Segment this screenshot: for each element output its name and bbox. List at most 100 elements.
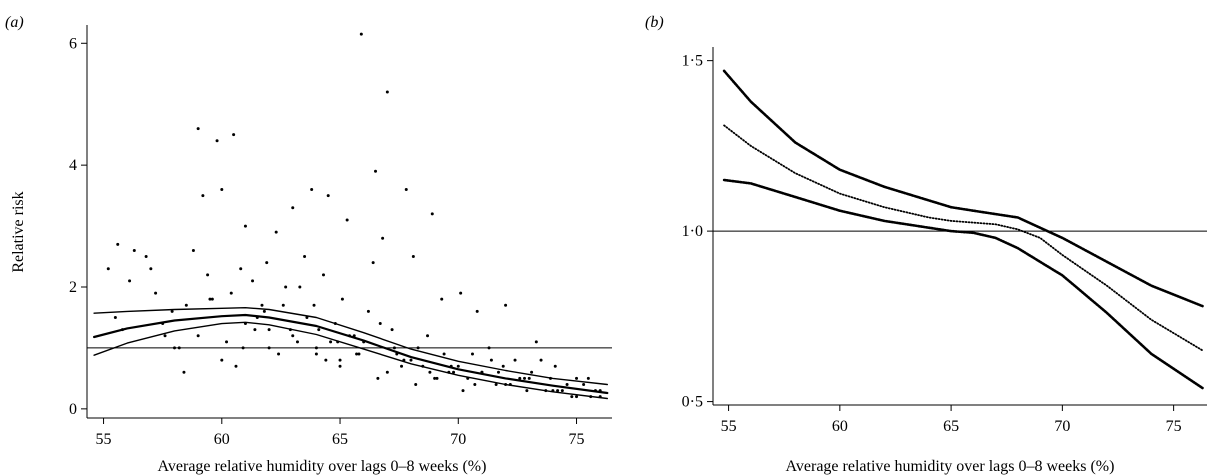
panel-a-data-point xyxy=(329,340,333,344)
panel-a-data-point xyxy=(575,395,579,399)
panel-a-data-point xyxy=(449,364,453,368)
panel-a-data-point xyxy=(324,358,328,362)
panel-a-data-point xyxy=(428,370,432,374)
panel-b-y-tick-label: 1·0 xyxy=(682,223,703,240)
panel-a-data-point xyxy=(355,352,359,356)
panel-a-data-point xyxy=(461,389,465,393)
panel-a-data-point xyxy=(395,352,399,356)
panel-b-x-tick-label: 60 xyxy=(832,418,848,435)
panel-a-data-point xyxy=(487,346,491,350)
panel-a-data-point xyxy=(508,382,512,386)
panel-a-data-point xyxy=(274,230,278,234)
panel-a-x-tick-label: 65 xyxy=(332,431,348,448)
panel-b-plot: 55 60 65 70 75 0·5 1·0 1·5 xyxy=(682,47,1207,435)
panel-a-data-point xyxy=(466,376,470,380)
panel-a-data-point xyxy=(530,370,534,374)
panel-a-series-line-2 xyxy=(92,313,609,395)
panel-a-data-point xyxy=(288,328,292,332)
panel-a-data-point xyxy=(128,279,132,283)
panel-a-data-point xyxy=(144,255,148,259)
panel-a-data-point xyxy=(435,376,439,380)
panel-a-data-point xyxy=(291,206,295,210)
panel-a-data-point xyxy=(314,346,318,350)
panel-a-x-tick-label: 75 xyxy=(569,431,585,448)
panel-a-data-point xyxy=(352,334,356,338)
panel-a-data-point xyxy=(480,370,484,374)
panel-a-data-point xyxy=(312,303,316,307)
panel-a-data-point xyxy=(177,346,181,350)
panel-a-data-point xyxy=(116,242,120,246)
panel-a-data-point xyxy=(442,352,446,356)
panel-a-data-point xyxy=(253,328,257,332)
panel-a-data-point xyxy=(586,376,590,380)
panel-a-data-point xyxy=(470,352,474,356)
panel-b-y-tick-label: 1·5 xyxy=(682,53,703,70)
panel-a-data-point xyxy=(314,352,318,356)
panel-a-data-point xyxy=(284,285,288,289)
panel-a-data-point xyxy=(182,370,186,374)
panel-a-data-point xyxy=(232,133,236,137)
panel-a-data-point xyxy=(589,395,593,399)
panel-a-data-point xyxy=(392,346,396,350)
panel-a-data-point xyxy=(163,334,167,338)
panel-a-data-point xyxy=(305,315,309,319)
panel-a-data-point xyxy=(295,340,299,344)
panel-a-data-point xyxy=(513,358,517,362)
panel-a-data-point xyxy=(265,261,269,265)
panel-a-data-point xyxy=(371,261,375,265)
panel-a-data-point xyxy=(534,340,538,344)
panel-a-data-point xyxy=(291,334,295,338)
panel-a-data-point xyxy=(409,358,413,362)
panel-a-data-point xyxy=(362,340,366,344)
panel-b-series-line-2 xyxy=(723,124,1204,352)
panel-a-data-point xyxy=(120,328,124,332)
panel-a-data-point xyxy=(553,364,557,368)
panel-a-data-point xyxy=(376,376,380,380)
panel-b-series-line-3 xyxy=(722,178,1204,390)
panel-a-data-point xyxy=(262,309,266,313)
panel-a-data-point xyxy=(556,389,560,393)
panel-b-x-tick-label: 65 xyxy=(943,418,959,435)
panel-a-data-point xyxy=(494,382,498,386)
panel-a-data-point xyxy=(357,352,361,356)
panel-a-y-tick-label: 2 xyxy=(69,279,77,296)
panel-a-data-point xyxy=(260,303,264,307)
panel-a-data-point xyxy=(206,273,210,277)
panel-a-data-point xyxy=(390,328,394,332)
panel-a-plot: 55 60 65 70 75 0 2 4 6 xyxy=(69,25,612,448)
panel-a-x-tick-label: 55 xyxy=(96,431,112,448)
panel-a-y-tick-label: 6 xyxy=(69,35,77,52)
panel-b-x-tick-label: 55 xyxy=(721,418,737,435)
panel-a-data-point xyxy=(113,315,117,319)
panel-b-xlabel: Average relative humidity over lags 0–8 … xyxy=(786,458,1115,475)
panel-a-data-point xyxy=(381,236,385,240)
panel-a-data-point xyxy=(234,364,238,368)
panel-a-data-point xyxy=(338,358,342,362)
panel-a-data-point xyxy=(348,334,351,338)
panel-a-data-point xyxy=(243,322,247,326)
panel-a-data-point xyxy=(201,194,205,198)
panel-a-data-point xyxy=(359,32,363,36)
panel-a-data-point xyxy=(229,291,233,295)
panel-a-data-point xyxy=(421,364,425,368)
panel-a-data-point xyxy=(196,127,200,131)
panel-a-data-point xyxy=(525,389,529,393)
panel-a-data-point xyxy=(416,346,420,350)
panel-a-data-point xyxy=(433,376,437,380)
panel-a-data-point xyxy=(239,267,243,271)
panel-a-data-point xyxy=(191,248,195,252)
panel-a-data-point xyxy=(473,382,477,386)
panel-a-data-point xyxy=(402,358,406,362)
panel-a-data-point xyxy=(404,188,408,192)
panel-a-data-point xyxy=(336,340,340,344)
panel-a-data-point xyxy=(447,370,451,374)
panel-a-data-point xyxy=(593,389,597,393)
panel-a-data-point xyxy=(220,358,224,362)
panel-a-data-point xyxy=(475,309,479,313)
panel-a-data-point xyxy=(504,382,508,386)
panel-a-data-point xyxy=(411,255,415,259)
panel-a-data-point xyxy=(149,267,153,271)
panel-a-data-point xyxy=(489,358,493,362)
panel-a-data-point xyxy=(582,382,586,386)
